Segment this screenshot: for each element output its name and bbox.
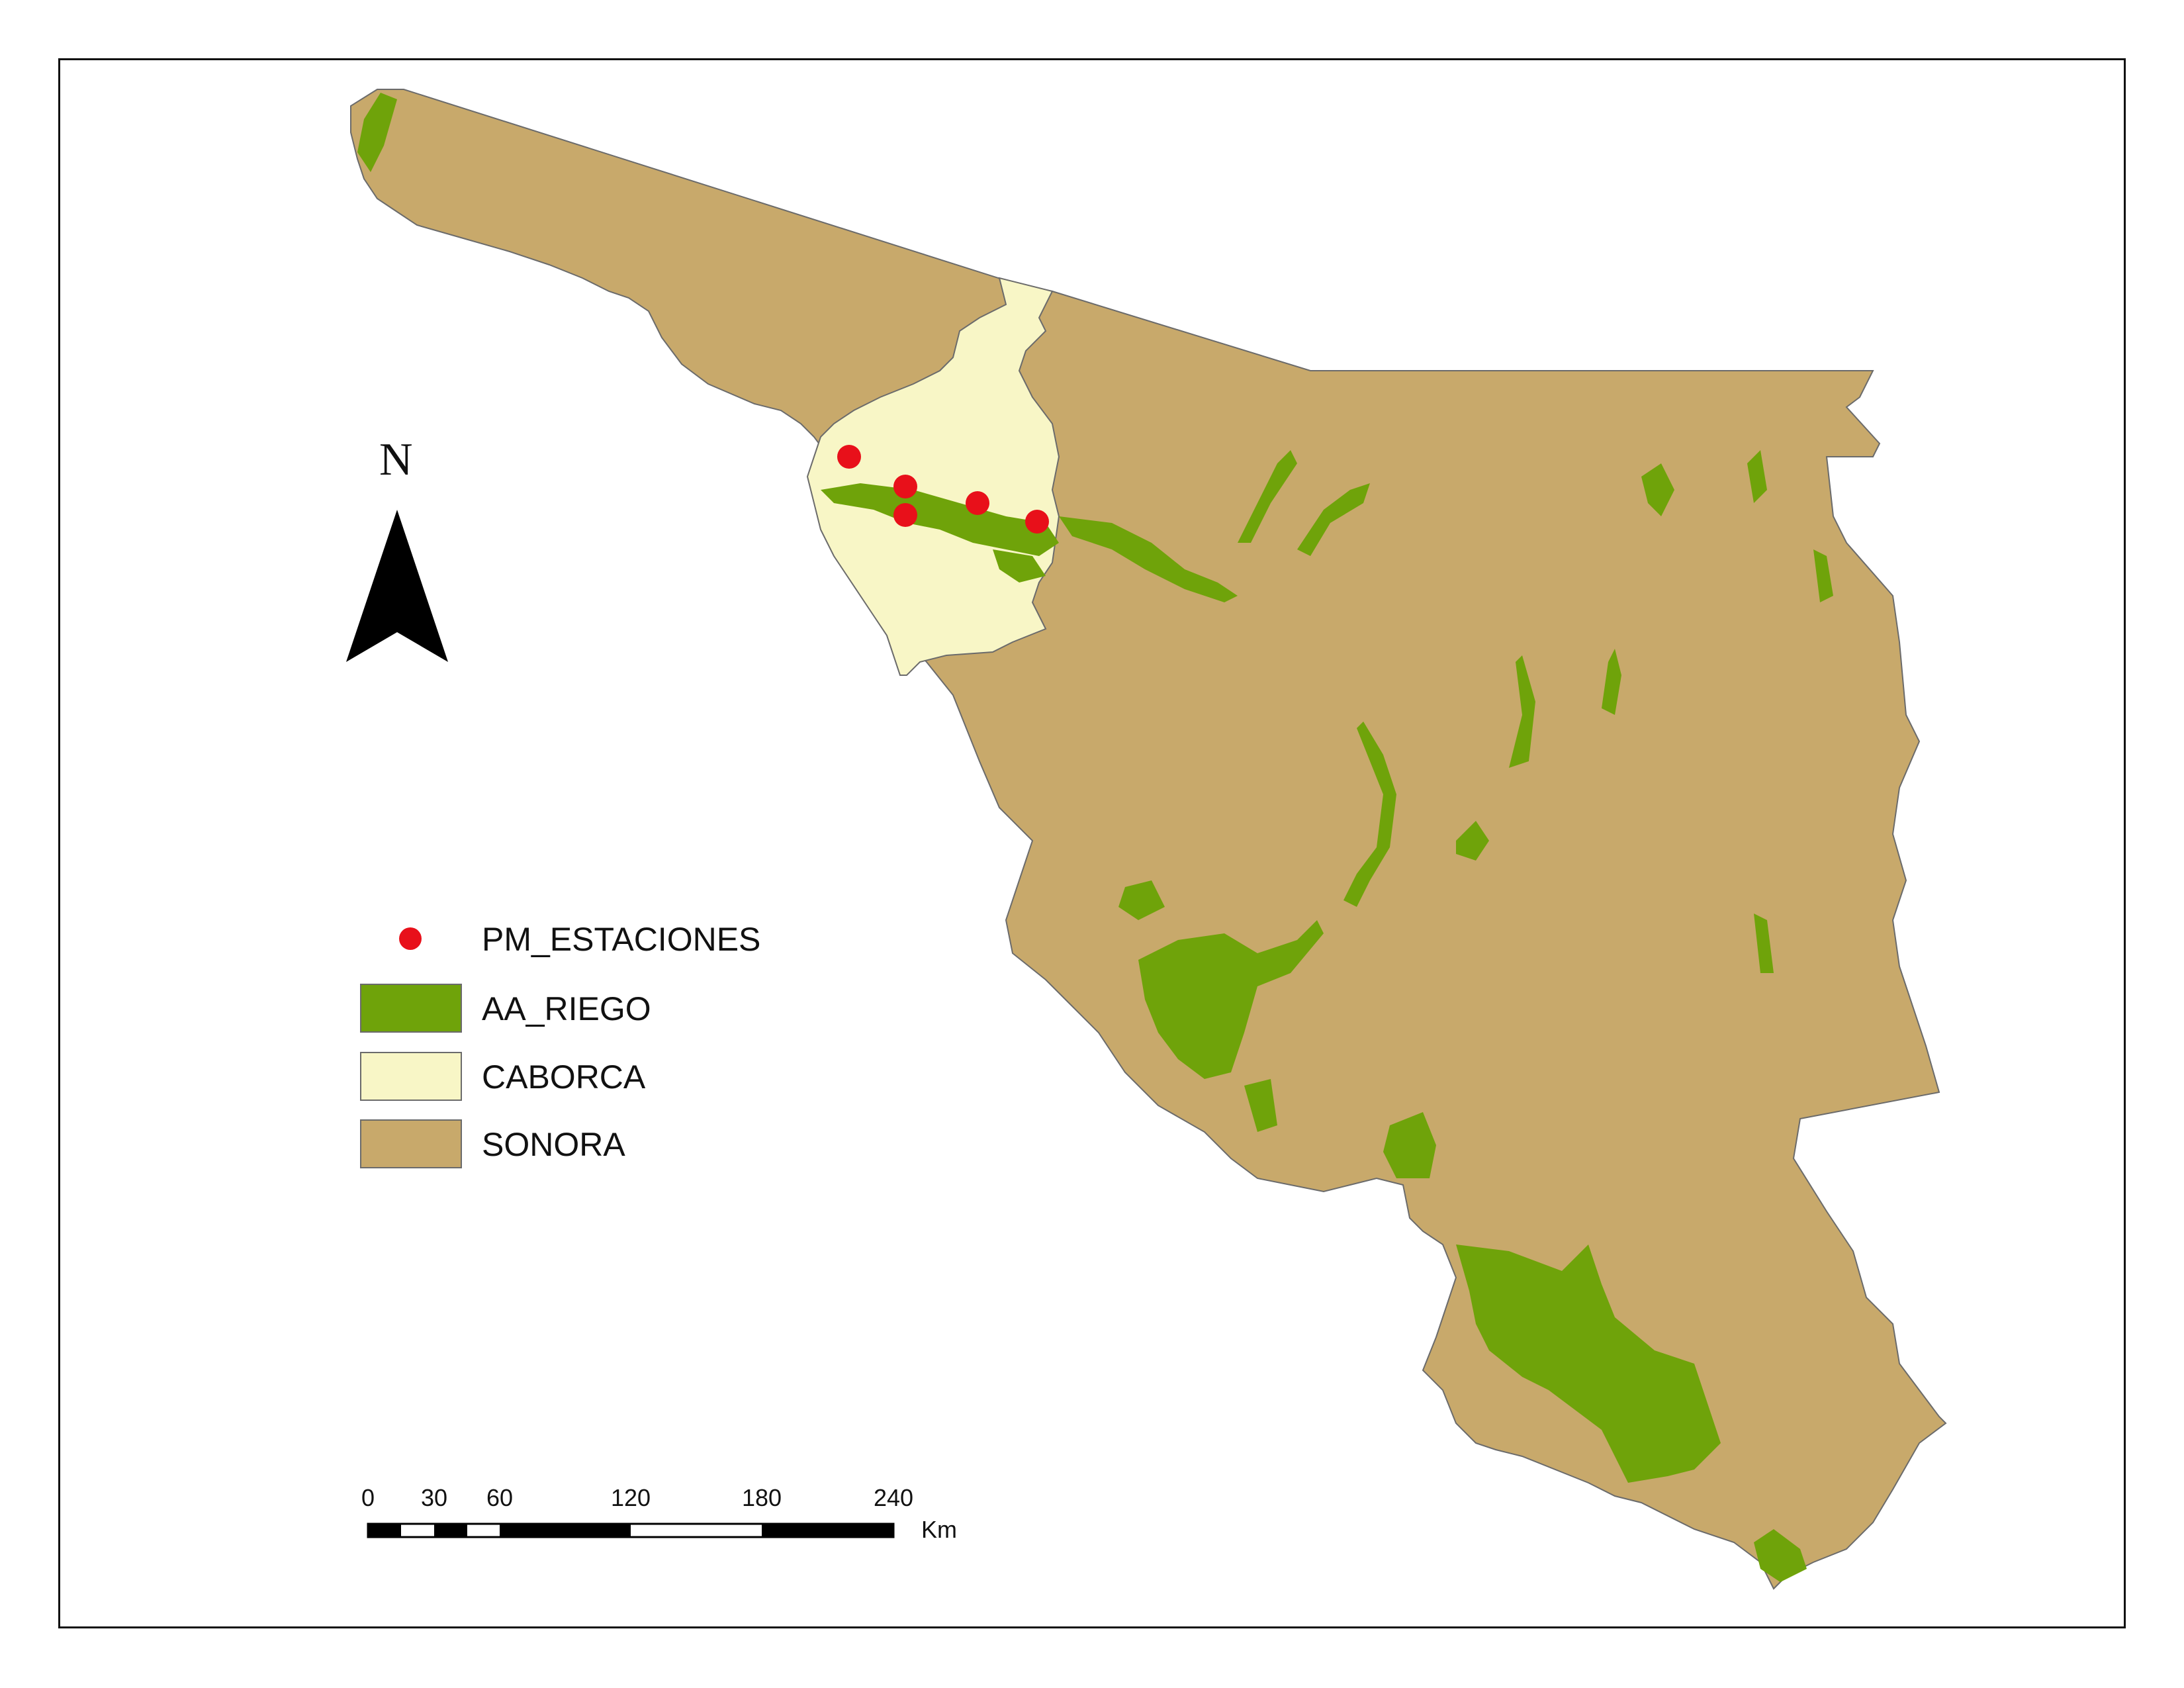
- irrigation-area-sonora-river: [1343, 722, 1396, 907]
- station-point: [966, 491, 989, 515]
- irrigation-area-river-east-5: [1754, 914, 1774, 973]
- irrigation-area-mayo-valley: [1754, 1529, 1807, 1582]
- station-point: [1025, 510, 1049, 534]
- irrigation-area-river-east-2: [1641, 463, 1674, 516]
- irrigation-area-altar-river: [1059, 516, 1238, 602]
- stations: [837, 445, 1049, 534]
- scale-bar-segment: [500, 1524, 631, 1537]
- irrigation-area-caborca-south: [993, 549, 1046, 583]
- irrigation-area-northwest: [357, 93, 397, 172]
- north-arrow: [346, 510, 448, 662]
- legend-symbol-aa-riego: [360, 984, 462, 1033]
- scale-bar: [367, 1523, 895, 1538]
- scale-tick-label: 0: [361, 1484, 375, 1511]
- irrigation-area-river-east-3: [1747, 450, 1767, 503]
- legend-symbol-pm-estaciones: [399, 927, 422, 950]
- legend-label-aa-riego: AA_RIEGO: [482, 990, 651, 1027]
- north-arrow-right-half: [397, 510, 448, 662]
- legend-symbol-sonora: [360, 1119, 462, 1168]
- legend-label-pm-estaciones: PM_ESTACIONES: [482, 921, 761, 958]
- irrigation-area-coast-central: [1244, 1079, 1277, 1132]
- irrigation-area-yaqui-valley: [1456, 1244, 1721, 1483]
- irrigation-areas: [357, 93, 1833, 1582]
- sonora-polygon: [350, 89, 1947, 1590]
- scale-tick-label: 240: [873, 1484, 914, 1511]
- scale-bar-segment: [368, 1524, 401, 1537]
- irrigation-area-river-north-2: [1297, 483, 1370, 556]
- scale-tick-label: 120: [610, 1484, 651, 1511]
- scale-bar-segment: [434, 1524, 467, 1537]
- irrigation-area-hermosillo-north: [1118, 880, 1165, 920]
- irrigation-area-hermosillo: [1138, 920, 1324, 1079]
- legend-symbol-caborca: [360, 1052, 462, 1101]
- north-arrow-letter: N: [379, 434, 413, 485]
- irrigation-area-river-east-4: [1813, 549, 1833, 602]
- scale-tick-label: 60: [486, 1484, 514, 1511]
- scale-tick-label: 180: [741, 1484, 782, 1511]
- scale-bar-segment: [762, 1524, 893, 1537]
- station-point: [837, 445, 861, 469]
- station-point: [893, 475, 917, 498]
- caborca-polygon: [806, 277, 1060, 676]
- scale-tick-label: 30: [420, 1484, 448, 1511]
- irrigation-area-caborca-valley: [821, 483, 1059, 556]
- station-point: [893, 503, 917, 527]
- legend-symbols: [360, 927, 462, 1168]
- scale-unit-label: Km: [921, 1516, 957, 1543]
- irrigation-area-river-north-1: [1238, 450, 1297, 543]
- irrigation-area-river-north-4: [1602, 649, 1621, 715]
- legend-label-caborca: CABORCA: [482, 1058, 646, 1096]
- irrigation-area-guaymas: [1383, 1112, 1436, 1178]
- irrigation-area-river-north-3: [1509, 655, 1535, 768]
- north-arrow-left-half: [346, 510, 397, 662]
- irrigation-area-river-east: [1456, 821, 1489, 861]
- legend-label-sonora: SONORA: [482, 1126, 625, 1163]
